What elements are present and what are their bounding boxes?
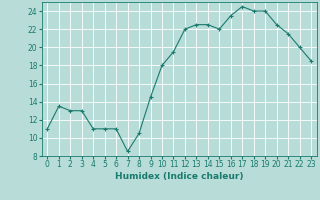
X-axis label: Humidex (Indice chaleur): Humidex (Indice chaleur): [115, 172, 244, 181]
